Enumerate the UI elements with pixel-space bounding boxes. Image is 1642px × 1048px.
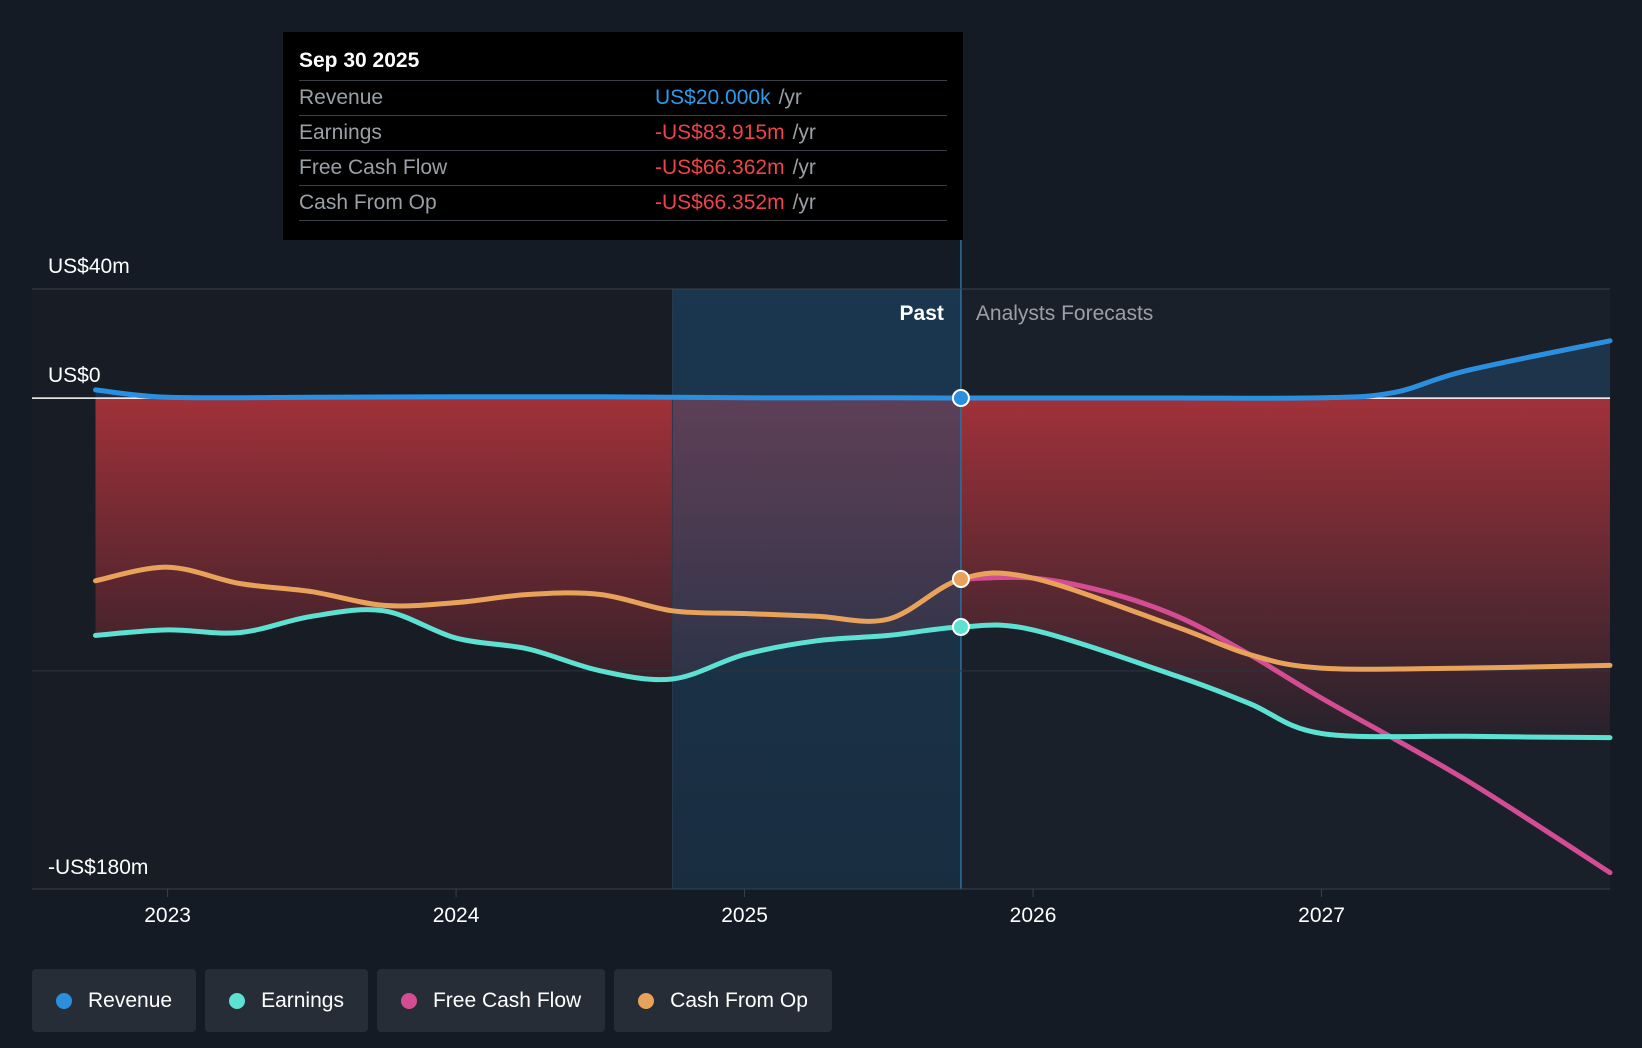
tooltip-unit: /yr	[792, 191, 816, 214]
past-highlight	[672, 289, 961, 889]
legend-item-revenue[interactable]: Revenue	[32, 969, 197, 1032]
highlight-point-revenue	[951, 389, 970, 408]
legend-label: Revenue	[88, 988, 173, 1012]
legend-item-free-cash-flow[interactable]: Free Cash Flow	[376, 969, 606, 1032]
series-line-cash-from-op	[93, 564, 1613, 672]
tooltip-value: -US$66.352m	[655, 191, 785, 214]
revenue-area	[95, 340, 1610, 399]
tooltip-value: -US$66.362m	[655, 156, 785, 179]
tooltip-value: US$20.000k	[655, 86, 771, 109]
tooltip-row-earnings: Earnings -US$83.915m /yr	[299, 115, 947, 150]
tooltip-label: Cash From Op	[299, 191, 437, 214]
highlight-point-earnings	[951, 617, 970, 636]
legend: Revenue Earnings Free Cash Flow Cash Fro…	[32, 969, 832, 1032]
legend-dot-icon	[638, 992, 655, 1009]
tooltip-unit: /yr	[778, 86, 802, 109]
x-tick-label: 2025	[721, 904, 768, 927]
tooltip-date: Sep 30 2025	[299, 49, 420, 72]
series-line-earnings	[93, 607, 1613, 741]
tooltip-unit: /yr	[792, 121, 816, 144]
tooltip-unit: /yr	[792, 156, 816, 179]
legend-label: Cash From Op	[670, 988, 808, 1012]
x-tick-label: 2023	[144, 904, 191, 927]
chart-area: 2023 2024 2025 2026 2027 US$40m US$0 -US$180m Pa…	[32, 240, 1613, 927]
past-label: Past	[900, 302, 944, 325]
legend-dot-icon	[229, 992, 246, 1009]
legend-dot-icon	[56, 992, 72, 1009]
legend-label: Free Cash Flow	[432, 988, 582, 1012]
x-tick-label: 2024	[433, 904, 480, 927]
y-tick-label: -US$180m	[48, 856, 148, 879]
forecast-label: Analysts Forecasts	[976, 302, 1153, 325]
legend-item-earnings[interactable]: Earnings	[205, 969, 368, 1032]
tooltip-row-free-cash-flow: Free Cash Flow -US$66.362m /yr	[299, 150, 947, 185]
y-tick-label: US$40m	[48, 255, 130, 278]
tooltip-label: Revenue	[299, 86, 384, 109]
x-tick-label: 2027	[1298, 904, 1345, 927]
tooltip-row-revenue: Revenue US$20.000k /yr	[299, 80, 947, 115]
tooltip-label: Earnings	[299, 121, 382, 144]
legend-label: Earnings	[261, 988, 344, 1012]
tooltip-value: -US$83.915m	[655, 121, 785, 144]
tooltip-label: Free Cash Flow	[299, 156, 448, 179]
legend-item-cash-from-op[interactable]: Cash From Op	[614, 969, 832, 1032]
y-tick-label: US$0	[48, 364, 101, 387]
highlight-point-cash-from-op	[951, 570, 970, 589]
series-line-revenue	[93, 338, 1613, 401]
legend-dot-icon	[400, 992, 417, 1009]
x-tick-label: 2026	[1010, 904, 1057, 927]
tooltip-row-cash-from-op: Cash From Op -US$66.352m /yr	[299, 185, 947, 221]
tooltip: Sep 30 2025 Revenue US$20.000k /yr Earni…	[283, 32, 963, 240]
